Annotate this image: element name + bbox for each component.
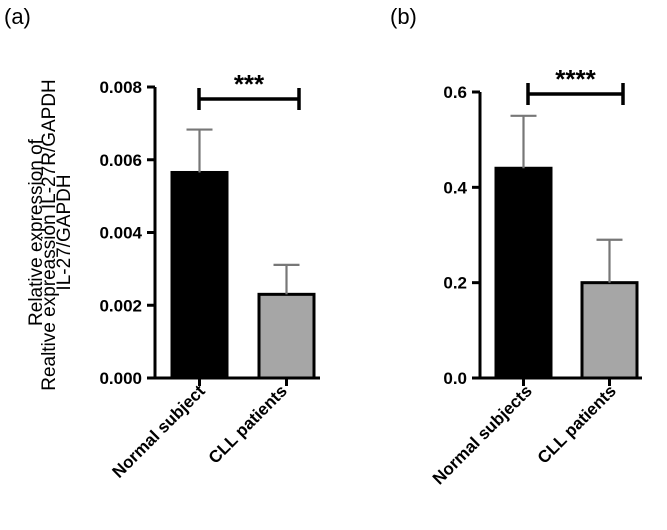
y-tick-label: 0.6 bbox=[443, 83, 467, 102]
y-axis-title-line: Realtive expreassion IL-27R/GAPDH bbox=[39, 79, 60, 391]
y-axis-title: Relative expression of IL-27/GAPDH bbox=[26, 138, 75, 326]
x-tick-label: Normal subjects bbox=[429, 381, 536, 488]
y-tick-label: 0.4 bbox=[443, 178, 467, 197]
bar-normal bbox=[170, 170, 229, 380]
chart-panel-b: (b)Realtive expreassion IL-27R/GAPDH 0.00… bbox=[39, 4, 642, 488]
y-tick-label: 0.2 bbox=[443, 274, 467, 293]
y-tick-label: 0.008 bbox=[99, 78, 142, 97]
y-tick-label: 0.002 bbox=[99, 296, 142, 315]
bar-cll bbox=[580, 281, 639, 380]
y-axis-title-line: Relative expression of bbox=[26, 138, 47, 326]
x-tick-label: Normal subject bbox=[109, 381, 210, 482]
y-axis-title-line: IL-27/GAPDH bbox=[54, 174, 75, 290]
y-tick-label: 0.0 bbox=[443, 369, 467, 388]
y-axis-title: Realtive expreassion IL-27R/GAPDH bbox=[39, 79, 60, 391]
bar-cll bbox=[257, 292, 316, 380]
bar-normal bbox=[494, 166, 553, 380]
significance-stars: **** bbox=[555, 64, 596, 94]
x-tick-label: CLL patients bbox=[205, 381, 291, 467]
significance-stars: *** bbox=[234, 69, 265, 99]
x-tick-label: CLL patients bbox=[534, 381, 620, 467]
panel-label: (a) bbox=[4, 4, 31, 29]
y-tick-label: 0.006 bbox=[99, 151, 142, 170]
y-tick-label: 0.000 bbox=[99, 369, 142, 388]
y-tick-label: 0.004 bbox=[99, 224, 142, 243]
panel-label: (b) bbox=[390, 4, 417, 29]
